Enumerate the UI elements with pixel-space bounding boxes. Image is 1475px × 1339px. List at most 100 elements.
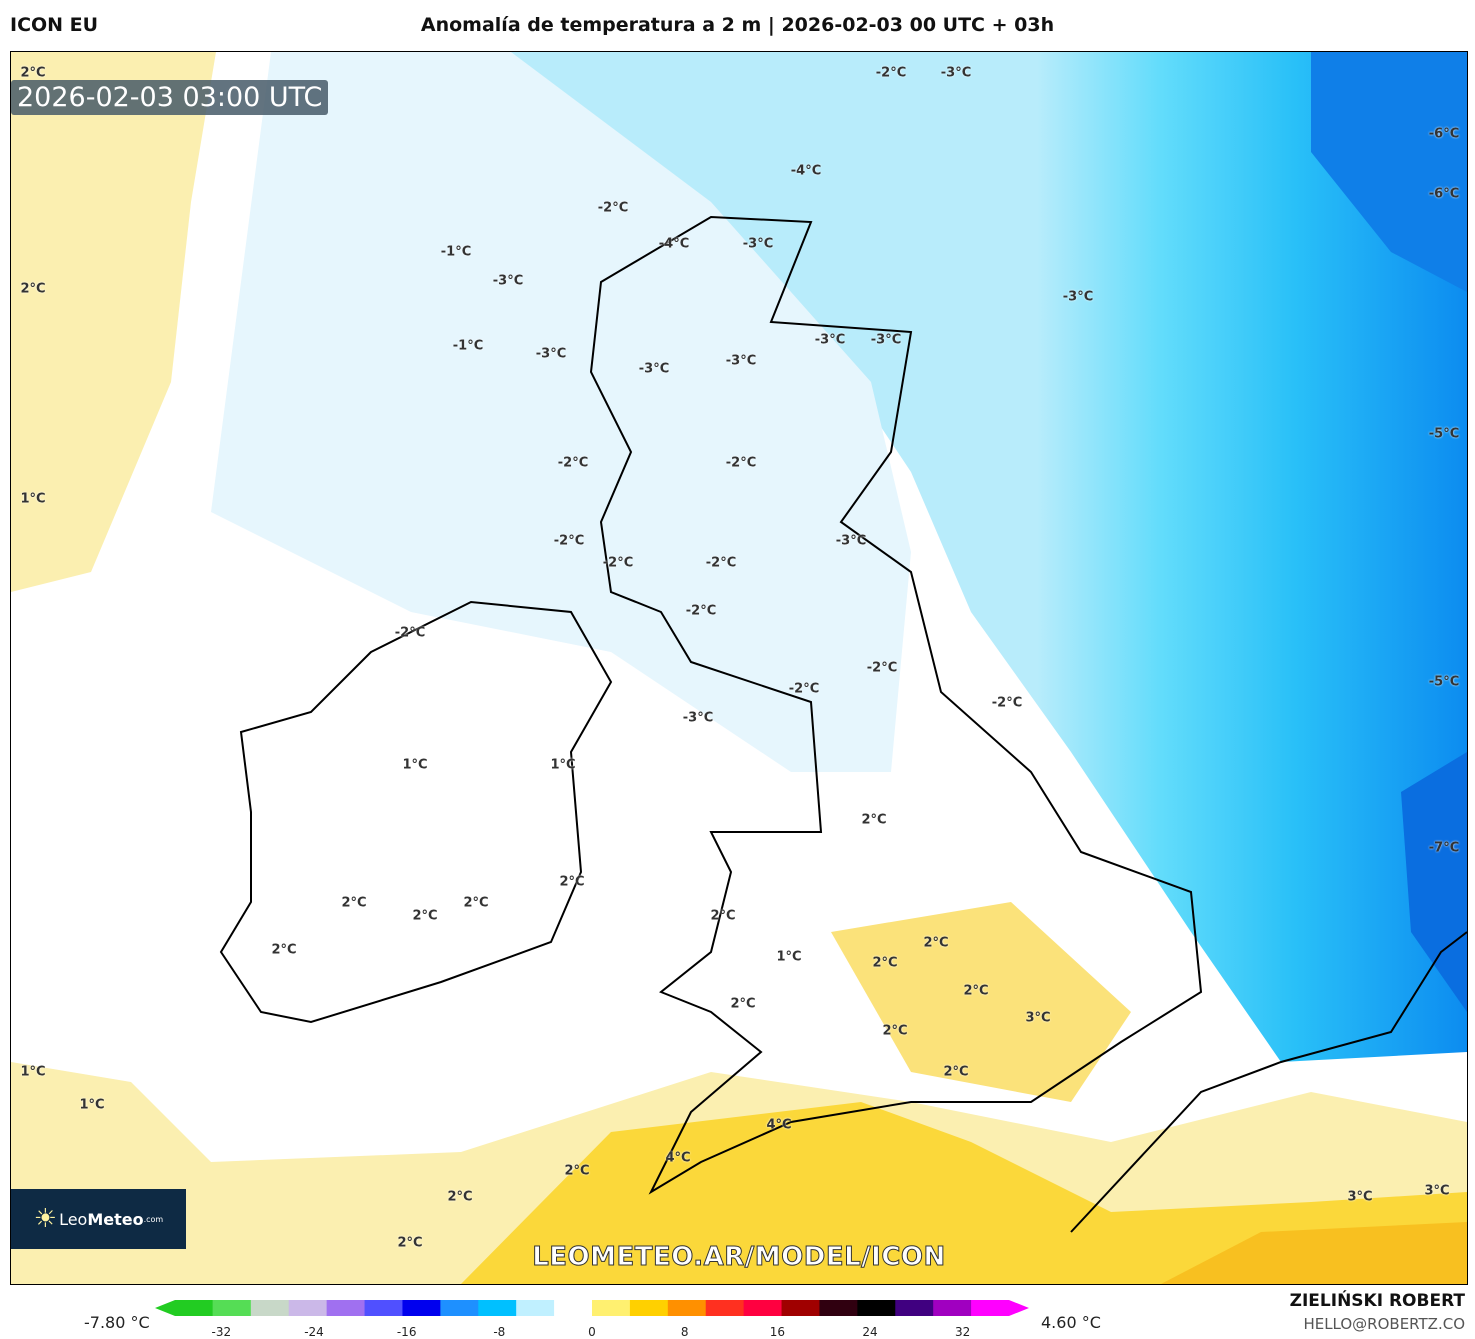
contour-label: -2°C bbox=[991, 695, 1023, 711]
contour-label: 2°C bbox=[963, 983, 989, 999]
logo-com: .com bbox=[143, 1214, 164, 1224]
contour-label: -4°C bbox=[790, 163, 822, 179]
colorbar-swatch bbox=[288, 1300, 328, 1316]
contour-label: 2°C bbox=[447, 1189, 473, 1205]
contour-label: 1°C bbox=[20, 491, 46, 507]
colorbar-swatch bbox=[250, 1300, 290, 1316]
contour-label: 2°C bbox=[730, 996, 756, 1012]
colorbar-swatch bbox=[364, 1300, 403, 1316]
contour-label: -2°C bbox=[725, 455, 757, 471]
contour-label: 2°C bbox=[882, 1023, 908, 1039]
contour-label: -1°C bbox=[452, 338, 484, 354]
colorbar-tick: 0 bbox=[588, 1325, 596, 1339]
colorbar-swatch bbox=[478, 1300, 517, 1316]
contour-label: -2°C bbox=[602, 555, 634, 571]
colorbar bbox=[155, 1300, 1029, 1316]
contour-label: 1°C bbox=[550, 757, 576, 773]
contour-label: -3°C bbox=[535, 346, 567, 362]
contour-label: -3°C bbox=[1062, 289, 1094, 305]
colorbar-swatch bbox=[440, 1300, 479, 1316]
colorbar-max-value: 4.60 °C bbox=[1041, 1313, 1101, 1332]
continent-outline bbox=[1070, 931, 1467, 1233]
contour-label: -3°C bbox=[638, 361, 670, 377]
colorbar-tick: 8 bbox=[680, 1325, 689, 1339]
contour-label: -2°C bbox=[394, 625, 426, 641]
light-cold-area bbox=[211, 52, 911, 772]
contour-label: -2°C bbox=[553, 533, 585, 549]
contour-label: 3°C bbox=[1424, 1183, 1450, 1199]
colorbar-tick: 16 bbox=[769, 1325, 785, 1339]
colorbar-swatch bbox=[971, 1300, 1029, 1316]
warm-core-continent bbox=[1161, 1222, 1467, 1284]
contour-label: -5°C bbox=[1428, 674, 1460, 690]
cold-core-north bbox=[1311, 52, 1467, 292]
warm-area-channel bbox=[461, 1102, 1467, 1284]
valid-time-badge: 2026-02-03 03:00 UTC bbox=[11, 80, 329, 115]
colorbar-swatch bbox=[516, 1300, 555, 1316]
colorbar-tick: 32 bbox=[955, 1325, 971, 1339]
colorbar-swatch bbox=[705, 1300, 745, 1316]
contour-label: 2°C bbox=[341, 895, 367, 911]
colorbar-swatch bbox=[554, 1300, 593, 1316]
colorbar-min-value: -7.80 °C bbox=[84, 1313, 150, 1332]
colorbar-swatch bbox=[326, 1300, 366, 1316]
contour-label: 2°C bbox=[412, 908, 438, 924]
colorbar-tick: 24 bbox=[862, 1325, 878, 1339]
contour-label: -2°C bbox=[685, 603, 717, 619]
colorbar-swatch bbox=[857, 1300, 896, 1316]
contour-label: -4°C bbox=[658, 236, 690, 252]
cold-sea-area bbox=[511, 52, 1467, 1062]
colorbar-swatch bbox=[819, 1300, 858, 1316]
contour-label: 2°C bbox=[564, 1163, 590, 1179]
contour-label: -2°C bbox=[597, 200, 629, 216]
contour-label: -5°C bbox=[1428, 426, 1460, 442]
colorbar-swatch bbox=[743, 1300, 783, 1316]
contour-label: 2°C bbox=[710, 908, 736, 924]
contour-label: -3°C bbox=[682, 710, 714, 726]
contour-label: 2°C bbox=[20, 65, 46, 81]
author-email: HELLO@ROBERTZ.CO bbox=[1303, 1315, 1465, 1333]
cold-core-east bbox=[1401, 752, 1467, 1012]
leometeo-logo[interactable]: ☀ Leo Meteo .com bbox=[11, 1189, 186, 1249]
colorbar-tick: -8 bbox=[493, 1325, 506, 1339]
colorbar-swatch bbox=[667, 1300, 707, 1316]
colorbar-swatch bbox=[155, 1300, 213, 1316]
contour-label: 4°C bbox=[766, 1117, 792, 1133]
contour-label: 1°C bbox=[79, 1097, 105, 1113]
ireland-outline bbox=[219, 600, 613, 1024]
contour-label: -6°C bbox=[1428, 186, 1460, 202]
contour-label: 3°C bbox=[1347, 1189, 1373, 1205]
contour-label: -2°C bbox=[875, 65, 907, 81]
contour-label: -2°C bbox=[705, 555, 737, 571]
colorbar-swatch bbox=[212, 1300, 252, 1316]
contour-label: -3°C bbox=[940, 65, 972, 81]
sun-icon: ☀ bbox=[33, 1204, 58, 1234]
contour-label: -3°C bbox=[492, 273, 524, 289]
contour-label: -2°C bbox=[557, 455, 589, 471]
coastlines bbox=[219, 215, 1467, 1233]
contour-label: -3°C bbox=[742, 236, 774, 252]
contour-label: 1°C bbox=[776, 949, 802, 965]
contour-label: -3°C bbox=[835, 533, 867, 549]
colorbar-swatch bbox=[781, 1300, 820, 1316]
watermark-url: LEOMETEO.AR/MODEL/ICON bbox=[532, 1242, 946, 1273]
contour-label: -1°C bbox=[440, 244, 472, 260]
contour-label: -7°C bbox=[1428, 840, 1460, 856]
contour-label: 1°C bbox=[402, 757, 428, 773]
contour-label: 2°C bbox=[923, 935, 949, 951]
contour-label: -2°C bbox=[866, 660, 898, 676]
colorbar-swatch bbox=[933, 1300, 972, 1316]
colorbar-swatch bbox=[402, 1300, 441, 1316]
contour-label: 2°C bbox=[861, 812, 887, 828]
contour-label: 4°C bbox=[665, 1150, 691, 1166]
map-view[interactable]: 2°C -2°C -3°C -6°C -6°C -4°C -2°C -1°C -4°C -3°C 2… bbox=[10, 51, 1468, 1285]
colorbar-tick: -16 bbox=[396, 1325, 417, 1339]
warm-area-west bbox=[11, 52, 216, 592]
contour-label: -2°C bbox=[788, 681, 820, 697]
contour-label: -3°C bbox=[725, 353, 757, 369]
contour-label: 2°C bbox=[463, 895, 489, 911]
contour-label: 2°C bbox=[20, 281, 46, 297]
author-name: ZIELIŃSKI ROBERT bbox=[1289, 1291, 1465, 1311]
colorbar-swatch bbox=[629, 1300, 669, 1316]
map-canvas bbox=[11, 52, 1467, 1284]
